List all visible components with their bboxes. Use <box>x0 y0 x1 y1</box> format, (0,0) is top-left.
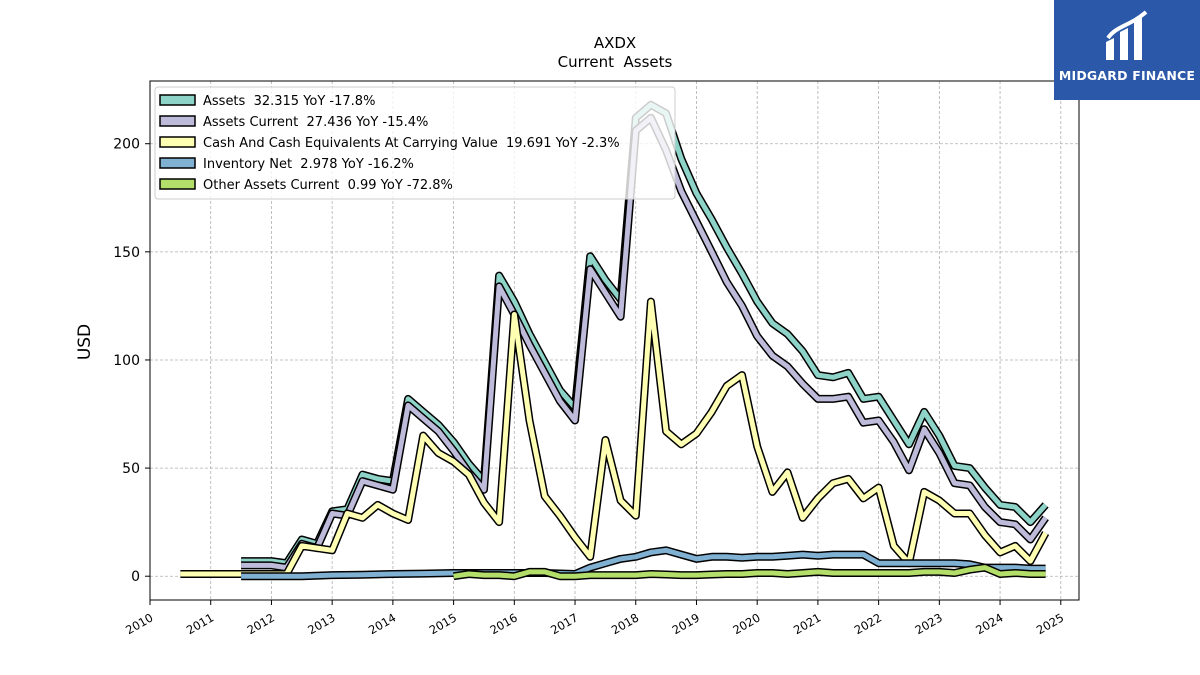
midgard-finance-logo: MIDGARD FINANCE <box>1054 0 1200 100</box>
y-axis: 0 50 100 150 200 <box>113 137 150 585</box>
legend-box <box>154 86 676 200</box>
y-tick-label: 50 <box>122 461 140 477</box>
plot-frame <box>149 80 1080 601</box>
x-tick-label: 2010 <box>123 610 155 637</box>
legend-label: Other Assets Current 0.99 YoY -72.8% <box>203 178 453 193</box>
chart-subtitle: Current Assets <box>558 53 673 71</box>
legend-label: Assets 32.315 YoY -17.8% <box>203 94 375 109</box>
x-tick-label: 2014 <box>366 610 398 637</box>
x-tick-label: 2017 <box>548 610 580 637</box>
x-tick-label: 2015 <box>427 610 459 637</box>
chart-title: AXDX <box>594 34 636 52</box>
x-tick-label: 2023 <box>912 610 944 637</box>
series-4-line <box>453 565 1046 579</box>
x-tick-label: 2020 <box>730 610 762 637</box>
logo-text: MIDGARD FINANCE <box>1058 68 1196 83</box>
x-tick-label: 2013 <box>305 610 337 637</box>
x-tick-label: 2016 <box>487 610 519 637</box>
series-2-line <box>180 299 1048 577</box>
x-axis: 2010 2011 2012 2013 2014 2015 2016 2017 2018 2019… <box>123 600 1066 637</box>
legend-swatch <box>159 115 196 127</box>
x-tick-label: 2011 <box>184 610 216 637</box>
x-tick-label: 2025 <box>1034 610 1066 637</box>
legend: Assets 32.315 YoY -17.8% Assets Current 2… <box>154 86 676 200</box>
legend-swatch <box>159 136 196 148</box>
legend-swatch <box>159 178 196 190</box>
x-tick-label: 2019 <box>670 610 702 637</box>
x-tick-label: 2022 <box>852 610 884 637</box>
y-tick-label: 100 <box>113 353 140 369</box>
legend-swatch <box>159 157 196 169</box>
legend-label: Assets Current 27.436 YoY -15.4% <box>203 115 428 130</box>
y-axis-label: USD <box>75 324 95 360</box>
x-tick-label: 2024 <box>973 610 1005 637</box>
y-tick-label: 0 <box>131 569 140 585</box>
x-tick-label: 2012 <box>245 610 277 637</box>
legend-swatch <box>159 94 196 106</box>
legend-label: Inventory Net 2.978 YoY -16.2% <box>203 157 414 172</box>
midgard-logo-icon <box>1106 10 1148 60</box>
x-tick-label: 2018 <box>609 610 641 637</box>
x-tick-label: 2021 <box>791 610 823 637</box>
y-tick-label: 200 <box>113 137 140 153</box>
legend-label: Cash And Cash Equivalents At Carrying Va… <box>203 136 620 151</box>
y-tick-label: 150 <box>113 245 140 261</box>
